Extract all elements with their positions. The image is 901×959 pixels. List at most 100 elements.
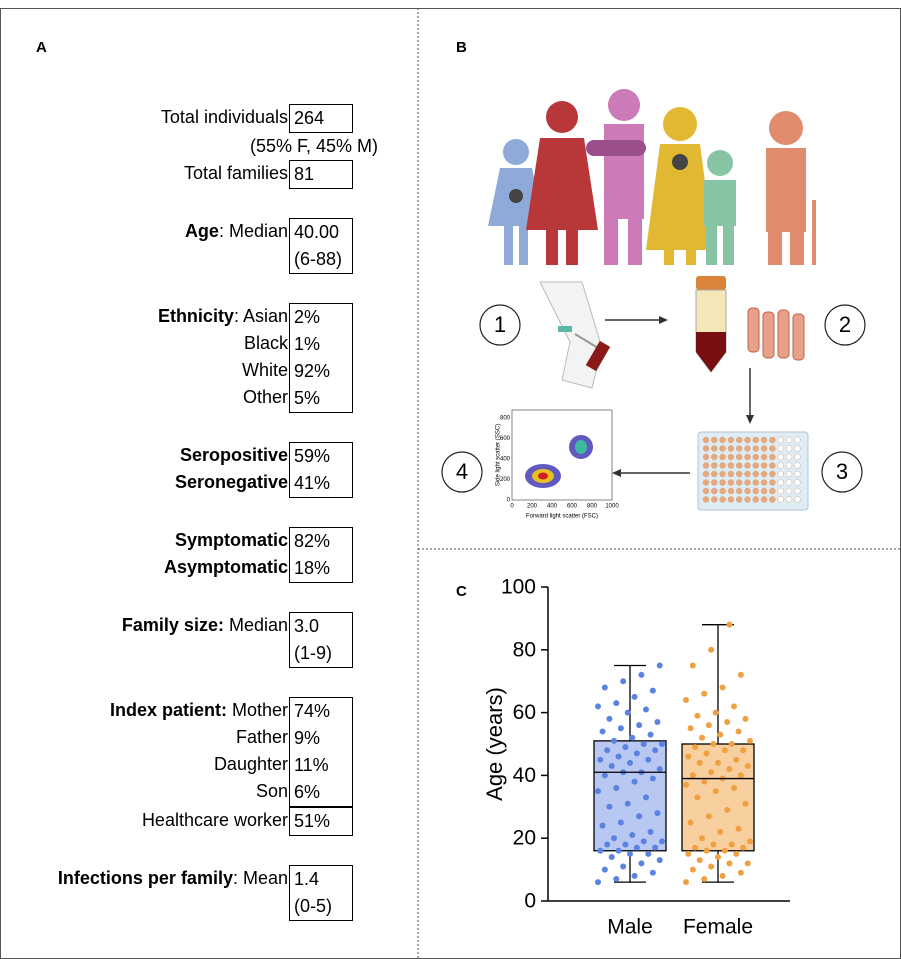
well	[778, 454, 784, 460]
well	[794, 454, 800, 460]
well	[794, 446, 800, 452]
data-point	[604, 747, 610, 753]
label-column: Age: Median	[0, 218, 288, 274]
y-tick-label: 80	[513, 638, 536, 661]
well	[720, 446, 726, 452]
data-point	[697, 760, 703, 766]
data-point	[611, 835, 617, 841]
data-point	[713, 710, 719, 716]
well	[753, 446, 759, 452]
data-point	[720, 684, 726, 690]
label-text: Daughter	[214, 754, 288, 774]
data-point	[632, 873, 638, 879]
step-number: 3	[836, 459, 848, 484]
well	[711, 471, 717, 477]
section: SymptomaticAsymptomatic82%18%	[0, 527, 418, 583]
data-point	[632, 694, 638, 700]
row-block: Ethnicity: AsianBlackWhiteOther2%1%92%5%	[0, 303, 418, 413]
well	[769, 437, 775, 443]
data-point	[683, 697, 689, 703]
label-text: : Asian	[234, 306, 288, 326]
data-point	[683, 879, 689, 885]
well	[711, 446, 717, 452]
well	[761, 488, 767, 494]
y-tick-label: 0	[524, 890, 536, 913]
data-point	[736, 728, 742, 734]
label-text: Other	[243, 387, 288, 407]
well	[720, 437, 726, 443]
row-value: 81	[294, 161, 352, 188]
data-point	[742, 801, 748, 807]
data-point	[659, 838, 665, 844]
label-column: Infections per family: Mean	[0, 865, 288, 921]
y-tick-label: 600	[500, 436, 511, 442]
data-point	[627, 760, 633, 766]
step-number: 4	[456, 459, 468, 484]
well	[745, 446, 751, 452]
well	[778, 437, 784, 443]
well	[794, 463, 800, 469]
row-label: Asymptomatic	[0, 554, 288, 581]
row-label: Total families	[0, 160, 288, 187]
well	[753, 488, 759, 494]
label-column: Healthcare worker	[0, 807, 288, 836]
label-text: Son	[256, 781, 288, 801]
data-point	[618, 820, 624, 826]
y-tick-label: 20	[513, 827, 536, 850]
label-bold: Seropositive	[180, 445, 288, 465]
label-text: Total families	[184, 163, 288, 183]
row-value: 2%	[294, 304, 352, 331]
data-point	[622, 841, 628, 847]
well	[769, 480, 775, 486]
data-point	[613, 700, 619, 706]
well	[769, 471, 775, 477]
data-point	[747, 738, 753, 744]
data-point	[726, 622, 732, 628]
well	[786, 446, 792, 452]
label-bold: Age	[185, 221, 219, 241]
label-column: Total families	[0, 160, 288, 189]
well	[753, 480, 759, 486]
row-value: 59%	[294, 443, 352, 470]
well	[794, 437, 800, 443]
label-text: : Median	[219, 221, 288, 241]
well	[736, 446, 742, 452]
x-tick-label: Female	[683, 916, 753, 939]
row-value: 264	[294, 105, 352, 132]
data-point	[690, 772, 696, 778]
row-label: Other	[0, 384, 288, 411]
well	[720, 471, 726, 477]
well	[745, 497, 751, 503]
data-point	[738, 870, 744, 876]
data-point	[602, 684, 608, 690]
well	[728, 471, 734, 477]
data-point	[699, 835, 705, 841]
well	[786, 480, 792, 486]
data-point	[632, 779, 638, 785]
data-point	[706, 722, 712, 728]
data-point	[747, 838, 753, 844]
data-point	[733, 757, 739, 763]
well	[720, 480, 726, 486]
row-value: 18%	[294, 555, 352, 582]
row-value: 74%	[294, 698, 352, 725]
well	[711, 463, 717, 469]
value-box: 74%9%11%6%	[289, 697, 353, 807]
y-tick-label: 400	[500, 457, 511, 463]
well	[745, 471, 751, 477]
data-point	[602, 772, 608, 778]
row-label: Daughter	[0, 751, 288, 778]
row-value: (0-5)	[294, 893, 352, 920]
summary-table: Total individuals264(55% F, 45% M)Total …	[0, 104, 418, 921]
y-tick-label: 200	[500, 477, 511, 483]
well	[786, 471, 792, 477]
y-tick-label: 60	[513, 701, 536, 724]
well	[745, 480, 751, 486]
data-point	[609, 854, 615, 860]
well	[778, 471, 784, 477]
data-point	[613, 876, 619, 882]
data-point	[648, 829, 654, 835]
section: Age: Median40.00(6-88)	[0, 218, 418, 274]
data-point	[600, 823, 606, 829]
well	[794, 488, 800, 494]
